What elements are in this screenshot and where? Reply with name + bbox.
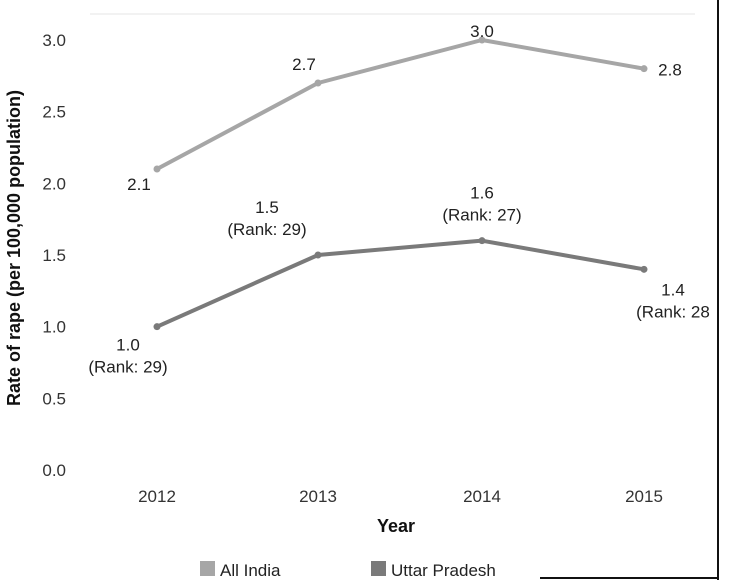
legend-label: All India [220, 561, 281, 580]
data-label: 1.6 [470, 184, 494, 203]
data-label: 2.8 [658, 61, 682, 80]
legend-label: Uttar Pradesh [391, 561, 496, 580]
legend-swatch [371, 561, 386, 576]
x-tick-label: 2015 [625, 487, 663, 506]
legend: All India Uttar Pradesh [200, 561, 496, 580]
data-point [314, 251, 322, 259]
x-tick-label: 2012 [138, 487, 176, 506]
data-label: (Rank: 29) [227, 220, 306, 239]
y-tick-label: 0.0 [42, 461, 66, 480]
data-label: 1.4 [661, 280, 685, 299]
series-line [156, 238, 645, 329]
data-label: 2.7 [292, 55, 316, 74]
legend-swatch [200, 561, 215, 576]
x-tick-label: 2013 [299, 487, 337, 506]
x-tick-label: 2014 [463, 487, 501, 506]
series-points [153, 36, 648, 331]
data-point [478, 36, 486, 44]
data-point [640, 65, 648, 73]
data-label: (Rank: 27) [442, 206, 521, 225]
y-tick-label: 0.5 [42, 389, 66, 408]
y-tick-label: 2.5 [42, 103, 66, 122]
data-label: 1.5 [255, 198, 279, 217]
chart-frame [90, 0, 719, 580]
y-tick-label: 1.0 [42, 318, 66, 337]
data-point [640, 265, 648, 273]
y-axis-ticks: 0.0 0.5 1.0 1.5 2.0 2.5 3.0 [42, 31, 66, 480]
x-axis-ticks: 2012 2013 2014 2015 [138, 487, 663, 506]
x-axis-title: Year [377, 516, 415, 536]
data-point [153, 165, 161, 173]
data-labels: 2.1 2.7 3.0 2.8 1.0 (Rank: 29) 1.5 (Rank: 29) 1.… [88, 22, 710, 377]
data-label: 2.1 [127, 175, 151, 194]
y-tick-label: 2.0 [42, 174, 66, 193]
y-axis-title: Rate of rape (per 100,000 population) [4, 90, 24, 406]
data-label: (Rank: 28 [636, 302, 710, 321]
data-point [478, 237, 486, 245]
data-point [314, 79, 322, 87]
data-point [153, 323, 161, 331]
data-label: 3.0 [470, 22, 494, 41]
series-lines [156, 38, 645, 329]
series-line [156, 38, 645, 171]
data-label: (Rank: 29) [88, 358, 167, 377]
data-label: 1.0 [116, 336, 140, 355]
y-tick-label: 3.0 [42, 31, 66, 50]
y-tick-label: 1.5 [42, 246, 66, 265]
